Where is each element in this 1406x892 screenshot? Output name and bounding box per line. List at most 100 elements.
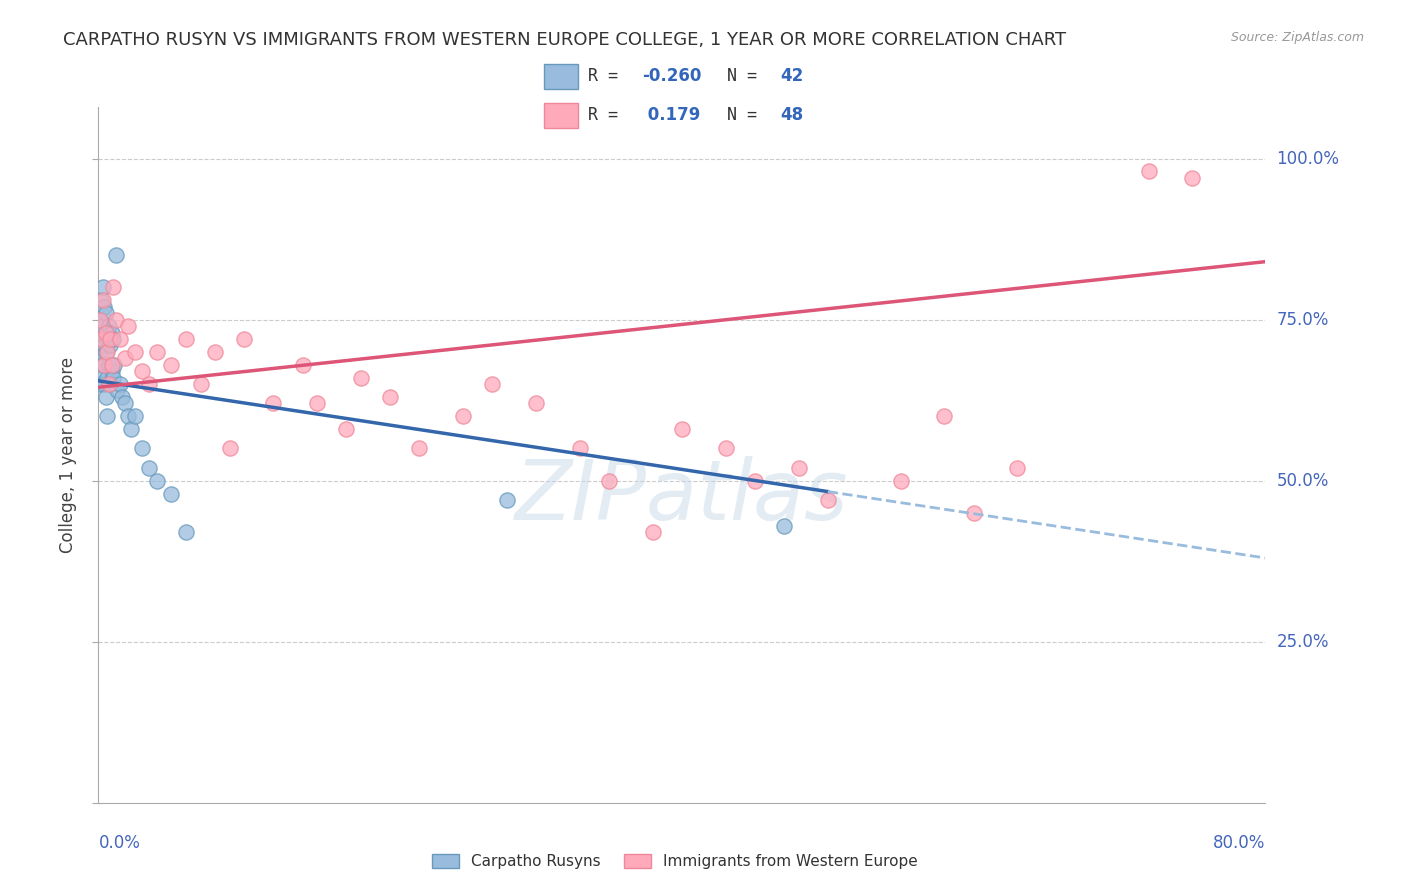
Point xyxy=(262,396,284,410)
Point xyxy=(641,525,664,540)
Point xyxy=(568,442,591,456)
Point xyxy=(104,312,127,326)
Text: -0.260: -0.260 xyxy=(643,68,702,86)
Point xyxy=(91,293,114,308)
Point xyxy=(174,332,197,346)
Text: ZIPatlas: ZIPatlas xyxy=(515,456,849,537)
Point xyxy=(96,332,118,346)
Point xyxy=(110,332,132,346)
Point xyxy=(93,300,115,314)
Point xyxy=(350,370,373,384)
Point xyxy=(96,370,118,384)
Point xyxy=(94,326,117,340)
Y-axis label: College, 1 year or more: College, 1 year or more xyxy=(59,357,77,553)
Point xyxy=(1007,460,1029,475)
Point xyxy=(408,442,430,456)
Text: 75.0%: 75.0% xyxy=(1277,310,1329,328)
Point xyxy=(89,312,111,326)
Point xyxy=(98,332,121,346)
Text: 42: 42 xyxy=(780,68,804,86)
Text: 80.0%: 80.0% xyxy=(1213,834,1265,852)
Point xyxy=(787,460,810,475)
Text: R =: R = xyxy=(588,106,628,124)
Text: N =: N = xyxy=(727,68,766,86)
Point xyxy=(98,377,121,392)
Bar xyxy=(544,103,578,128)
Point xyxy=(671,422,693,436)
Text: 50.0%: 50.0% xyxy=(1277,472,1329,490)
Text: 48: 48 xyxy=(780,106,804,124)
Point xyxy=(105,384,128,398)
Point xyxy=(378,390,402,404)
Point xyxy=(101,370,124,384)
Point xyxy=(890,474,912,488)
Point xyxy=(91,358,114,372)
Point xyxy=(773,518,796,533)
Point xyxy=(110,377,132,392)
Point xyxy=(97,319,120,334)
Point xyxy=(90,326,112,340)
Point xyxy=(817,493,839,508)
Point xyxy=(89,344,111,359)
Point xyxy=(97,358,120,372)
Text: 0.179: 0.179 xyxy=(643,106,700,124)
Point xyxy=(524,396,547,410)
Point xyxy=(90,332,112,346)
Text: 25.0%: 25.0% xyxy=(1277,632,1329,651)
Point xyxy=(101,332,124,346)
Point xyxy=(1137,164,1160,178)
Point xyxy=(138,377,160,392)
Text: CARPATHO RUSYN VS IMMIGRANTS FROM WESTERN EUROPE COLLEGE, 1 YEAR OR MORE CORRELA: CARPATHO RUSYN VS IMMIGRANTS FROM WESTER… xyxy=(63,31,1066,49)
Point xyxy=(91,319,114,334)
Point xyxy=(218,442,240,456)
Point xyxy=(131,442,153,456)
Point xyxy=(96,409,118,424)
Point xyxy=(114,396,136,410)
Point xyxy=(160,358,183,372)
Point xyxy=(598,474,620,488)
Point xyxy=(120,422,142,436)
Point xyxy=(98,338,121,352)
Bar xyxy=(544,63,578,89)
Point xyxy=(934,409,956,424)
Point xyxy=(117,409,139,424)
Point xyxy=(160,486,183,500)
Point xyxy=(1181,170,1204,185)
Point xyxy=(100,364,122,378)
Point xyxy=(744,474,766,488)
Point xyxy=(962,506,984,520)
Point xyxy=(114,351,136,366)
Point xyxy=(146,474,169,488)
Point xyxy=(100,326,122,340)
Point xyxy=(90,364,112,378)
Point xyxy=(111,390,134,404)
Point xyxy=(190,377,212,392)
Point xyxy=(97,377,120,392)
Point xyxy=(101,280,124,294)
Point xyxy=(96,344,118,359)
Legend: Carpatho Rusyns, Immigrants from Western Europe: Carpatho Rusyns, Immigrants from Western… xyxy=(426,848,924,875)
Point xyxy=(495,493,517,508)
Point xyxy=(89,312,111,326)
Point xyxy=(100,358,122,372)
Point xyxy=(451,409,474,424)
Point xyxy=(174,525,197,540)
Point xyxy=(481,377,503,392)
Point xyxy=(94,390,117,404)
Text: 100.0%: 100.0% xyxy=(1277,150,1340,168)
Text: R =: R = xyxy=(588,68,628,86)
Point xyxy=(714,442,737,456)
Point xyxy=(103,358,125,372)
Point xyxy=(104,248,127,262)
Point xyxy=(204,344,226,359)
Text: 0.0%: 0.0% xyxy=(98,834,141,852)
Point xyxy=(94,306,117,320)
Point xyxy=(91,280,114,294)
Point xyxy=(307,396,329,410)
Point xyxy=(131,364,153,378)
Text: N =: N = xyxy=(727,106,766,124)
Point xyxy=(117,319,139,334)
Point xyxy=(93,338,115,352)
Point xyxy=(93,358,115,372)
Text: Source: ZipAtlas.com: Source: ZipAtlas.com xyxy=(1230,31,1364,45)
